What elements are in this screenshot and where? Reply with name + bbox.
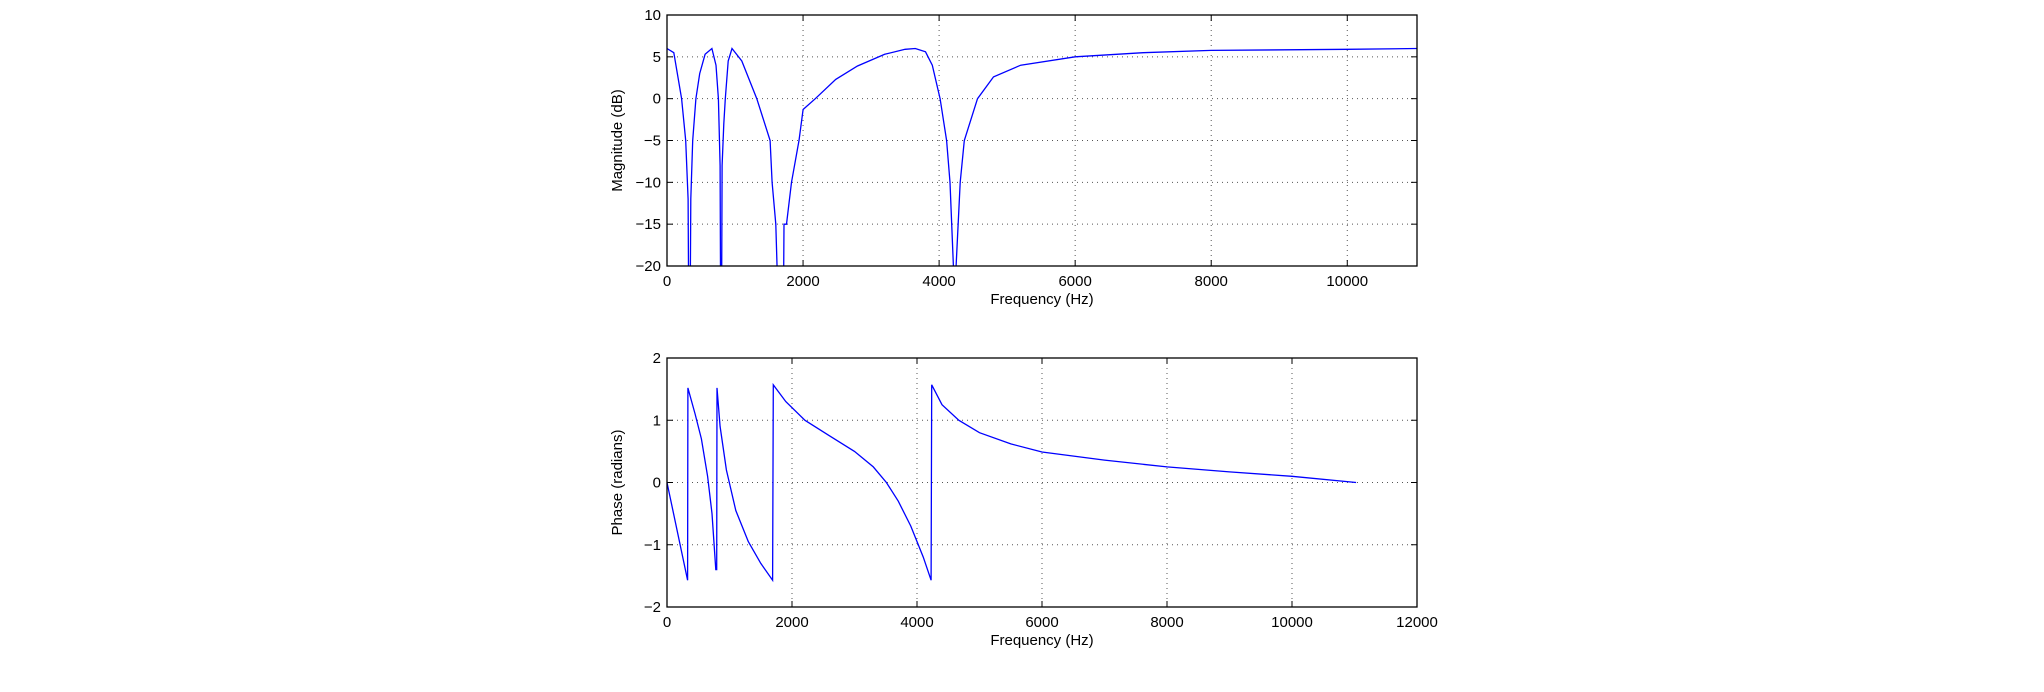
phase-series-line xyxy=(667,382,1357,583)
y-tick-label: −2 xyxy=(644,599,661,616)
y-tick-label: 10 xyxy=(644,7,661,24)
y-tick-label: −15 xyxy=(636,216,661,233)
magnitude-plot: 0 2000 4000 6000 8000 10000 −20 −15 −10 −5 0 5 10 Fre… xyxy=(609,7,1418,308)
x-tick-label: 10000 xyxy=(1271,614,1313,631)
x-axis-label: Frequency (Hz) xyxy=(990,291,1093,308)
y-axis-label: Phase (radians) xyxy=(609,430,626,536)
x-tick-label: 8000 xyxy=(1150,614,1183,631)
y-tick-label: 0 xyxy=(653,475,661,492)
y-tick-label: 5 xyxy=(653,49,661,66)
y-tick-label: 0 xyxy=(653,91,661,108)
y-tick-label: −5 xyxy=(644,133,661,150)
y-tick-label: 2 xyxy=(653,350,661,367)
y-tick-label: −20 xyxy=(636,258,661,275)
x-tick-label: 4000 xyxy=(922,273,955,290)
y-tick-label: −1 xyxy=(644,537,661,554)
x-tick-label: 6000 xyxy=(1058,273,1091,290)
y-tick-label: 1 xyxy=(653,412,661,429)
axes-frame xyxy=(666,357,1418,608)
x-tick-label: 0 xyxy=(663,273,671,290)
x-tick-label: 6000 xyxy=(1025,614,1058,631)
x-tick-label: 4000 xyxy=(900,614,933,631)
magnitude-series-line xyxy=(667,47,1417,266)
x-axis-label: Frequency (Hz) xyxy=(990,632,1093,649)
phase-plot: 0 2000 4000 6000 8000 10000 12000 −2 −1 0 1 2 Freque… xyxy=(609,350,1438,649)
axes-frame xyxy=(666,14,1418,267)
y-axis-label: Magnitude (dB) xyxy=(609,89,626,192)
x-tick-label: 8000 xyxy=(1195,273,1228,290)
y-tick-label: −10 xyxy=(636,174,661,191)
x-tick-label: 10000 xyxy=(1326,273,1368,290)
x-tick-label: 12000 xyxy=(1396,614,1438,631)
x-tick-label: 2000 xyxy=(786,273,819,290)
x-tick-label: 2000 xyxy=(775,614,808,631)
x-tick-label: 0 xyxy=(663,614,671,631)
